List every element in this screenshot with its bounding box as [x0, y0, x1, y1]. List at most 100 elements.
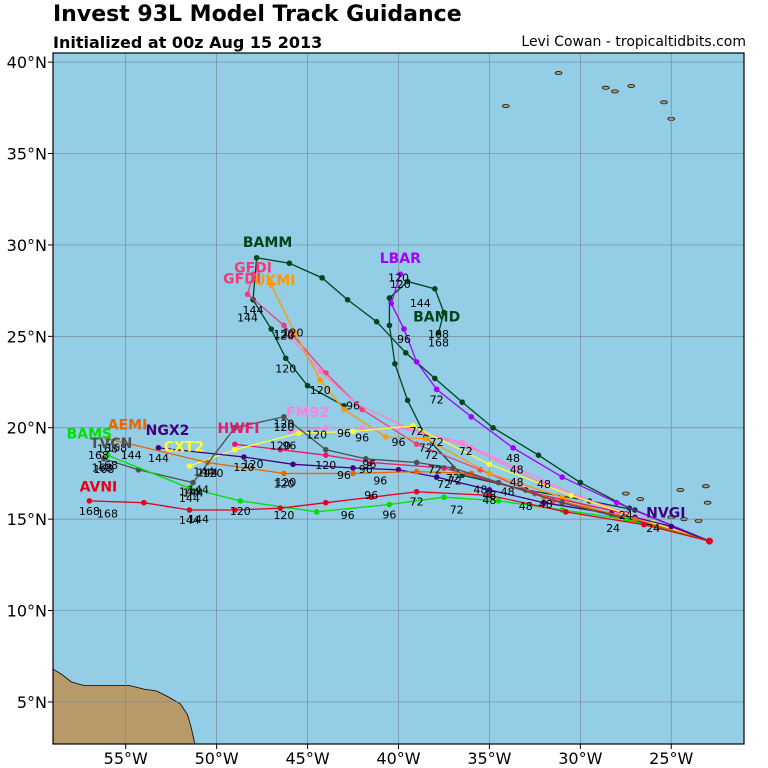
- y-tick-label-7: 40°N: [7, 53, 47, 72]
- track-point-bamd-9: [386, 295, 393, 301]
- forecast-hour-label-35: 120: [203, 467, 224, 480]
- model-label-bamd: BAMD: [413, 310, 460, 326]
- track-point-cxt2-7: [232, 446, 238, 453]
- track-point-bamm-10: [319, 275, 325, 281]
- track-hour-label-aemi-1: 144: [197, 466, 218, 479]
- forecast-hour-label-33: 120: [270, 440, 291, 453]
- track-hour-label-ngx2-0: 48: [482, 494, 496, 507]
- track-point-avni-1: [641, 521, 647, 528]
- island-3: [701, 484, 710, 489]
- forecast-hour-label-9: 48: [473, 484, 487, 497]
- forecast-hour-label-16: 72: [437, 478, 451, 491]
- track-point-cxt2-6: [295, 430, 302, 437]
- track-point-ukmi-2: [559, 494, 565, 501]
- track-point-ofci-5: [353, 401, 360, 407]
- track-hour-label-lbar-0: 48: [506, 452, 520, 465]
- forecast-hour-label-45: 144: [188, 513, 209, 526]
- forecast-hour-label-0: 24: [606, 522, 620, 535]
- track-point-nvgi-1: [668, 523, 675, 530]
- track-hour-label-bams-0: 96: [382, 509, 396, 522]
- model-label-tvcn: TVCN: [90, 436, 132, 452]
- forecast-hour-label-32: 120: [306, 429, 327, 442]
- track-point-lbar-3: [510, 445, 516, 451]
- y-tick-label-2: 15°N: [7, 510, 47, 529]
- track-point-cxt2-8: [186, 463, 193, 469]
- forecast-hour-label-17: 72: [450, 504, 464, 517]
- x-tick-label-6: 25°W: [649, 749, 693, 768]
- model-label-hwfi: HWFI: [218, 421, 260, 437]
- track-point-cxt2-3: [486, 461, 493, 468]
- track-point-lbar-7: [401, 326, 407, 332]
- grid-layer: [53, 53, 744, 744]
- track-hour-label-ngx2-1: 120: [233, 461, 254, 474]
- track-hour-label-avni-0: 72: [410, 496, 424, 509]
- track-hour-label-ngx2-2: 144: [148, 452, 169, 465]
- forecast-hour-label-15: 72: [448, 474, 462, 487]
- y-tick-label-3: 20°N: [7, 419, 47, 438]
- forecast-hour-label-43: 144: [188, 484, 209, 497]
- track-point-ngx2-4: [433, 474, 440, 480]
- track-line-lbar: [390, 274, 710, 542]
- forecast-hour-label-36: 120: [243, 458, 264, 471]
- forecast-hour-label-40: 144: [410, 297, 431, 310]
- track-hour-label-aemi-2: 168: [97, 443, 118, 456]
- model-label-bamm: BAMM: [243, 235, 292, 251]
- storm-origin-point: [705, 537, 713, 545]
- track-point-ukmi-8: [292, 329, 298, 336]
- track-point-lbar-8: [388, 300, 395, 307]
- track-point-hwfi-7: [232, 441, 238, 448]
- track-point-bams-6: [313, 509, 320, 515]
- label-layer: 1201441684872961201201201209648120144120…: [67, 235, 686, 535]
- forecast-hour-label-30: 120: [283, 326, 304, 339]
- forecast-hour-label-42: 144: [179, 485, 200, 498]
- track-line-ukmi: [270, 284, 710, 542]
- island-9: [554, 71, 563, 76]
- track-point-ngx2-2: [541, 499, 547, 506]
- track-point-avni-2: [562, 509, 569, 515]
- track-point-tvcn-5: [413, 459, 420, 466]
- track-point-gfdi-8: [244, 291, 251, 298]
- y-tick-label-5: 30°N: [7, 236, 47, 255]
- forecast-hour-label-49: 168: [97, 507, 118, 520]
- track-point-bamd-13: [435, 329, 442, 336]
- track-line-hwfi: [234, 443, 710, 542]
- track-point-ngx2-8: [241, 454, 247, 460]
- track-point-cxt2-4: [410, 423, 416, 429]
- track-point-bamd-7: [392, 360, 398, 367]
- tick-layer: 55°W 50°W 45°W 40°W 35°W 30°W 25°W 5°N 10°N 15°N 2…: [7, 53, 694, 768]
- track-point-ngx2-6: [350, 465, 356, 471]
- track-hour-label-tvcn-4: 168: [93, 463, 114, 476]
- forecast-hour-label-21: 96: [337, 427, 351, 440]
- track-point-bamm-7: [402, 349, 409, 356]
- track-point-tvcn-12: [101, 456, 107, 462]
- track-point-fm92-4: [459, 439, 465, 446]
- island-10: [601, 85, 610, 90]
- track-point-lbar-4: [468, 413, 475, 420]
- track-hour-label-tvcn-3: 144: [183, 487, 204, 500]
- forecast-hour-label-50: 168: [428, 328, 449, 341]
- track-point-bams-4: [441, 494, 447, 501]
- track-point-bams-9: [104, 452, 111, 458]
- track-point-fm92-3: [513, 465, 520, 471]
- track-point-bamm-9: [344, 296, 351, 303]
- track-point-cxt2-5: [350, 428, 356, 435]
- model-label-lbar: LBAR: [380, 251, 421, 267]
- track-point-bamm-15: [282, 355, 289, 362]
- track-point-tvcn-3: [495, 479, 502, 486]
- track-hour-label-aemi-0: 120: [273, 477, 294, 490]
- track-line-bams: [107, 454, 710, 542]
- track-point-gfdi-7: [281, 322, 287, 329]
- forecast-hour-label-34: 120: [275, 476, 296, 489]
- x-tick-label-0: 55°W: [104, 749, 148, 768]
- model-label-bams: BAMS: [67, 427, 113, 443]
- track-point-ngx2-9: [155, 445, 162, 451]
- track-point-bamm-11: [286, 260, 293, 267]
- island-7: [694, 519, 703, 523]
- forecast-hour-label-13: 72: [424, 449, 438, 462]
- track-point-tvcn-4: [450, 465, 456, 471]
- track-point-lbar-1: [613, 499, 620, 506]
- forecast-hour-label-19: 72: [410, 425, 424, 438]
- track-hour-label-lbar-2: 96: [397, 333, 411, 346]
- credit-text: Levi Cowan - tropicaltidbits.com: [521, 34, 746, 50]
- forecast-hour-label-18: 72: [459, 445, 473, 458]
